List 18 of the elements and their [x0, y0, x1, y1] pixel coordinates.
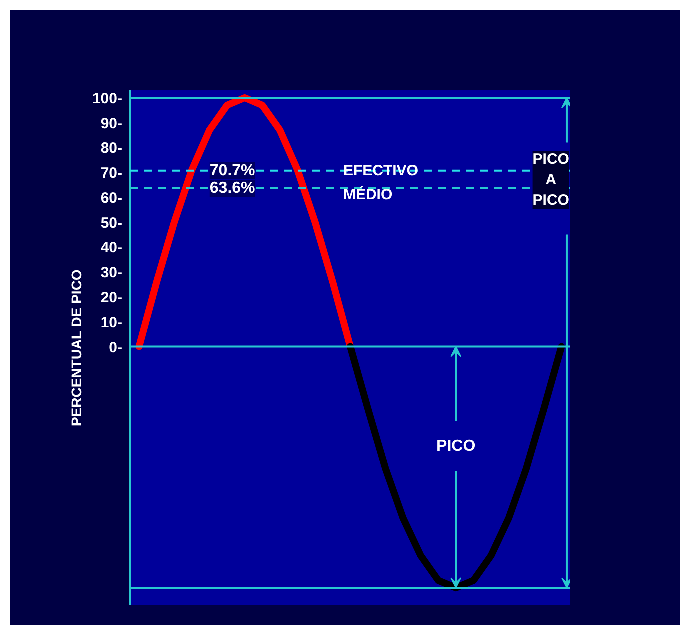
annotation: MÉDIO [343, 185, 393, 204]
ref-line-label: 63.6% [210, 180, 256, 198]
y-tick-label: 30- [100, 264, 123, 282]
annotation: EFECTIVO [343, 162, 419, 180]
y-tick-label: 70- [100, 165, 123, 182]
ref-line-label: 70.7% [210, 162, 256, 180]
annotation: PICO A PICO [532, 151, 570, 209]
annotation: PICO [436, 438, 476, 455]
y-tick-label: 60- [100, 190, 123, 207]
y-tick-label: 10- [100, 314, 123, 332]
y-axis-title: PERCENTUAL DE PICO [68, 270, 84, 427]
y-tick-label: 90- [100, 115, 123, 132]
y-tick-label: 80- [100, 140, 123, 158]
y-tick-label: 50- [100, 214, 123, 232]
y-tick-label: 20- [100, 290, 123, 306]
y-tick-label: 0- [109, 339, 123, 356]
y-tick-label: 40- [100, 240, 123, 257]
y-tick-label: 100- [92, 90, 123, 108]
